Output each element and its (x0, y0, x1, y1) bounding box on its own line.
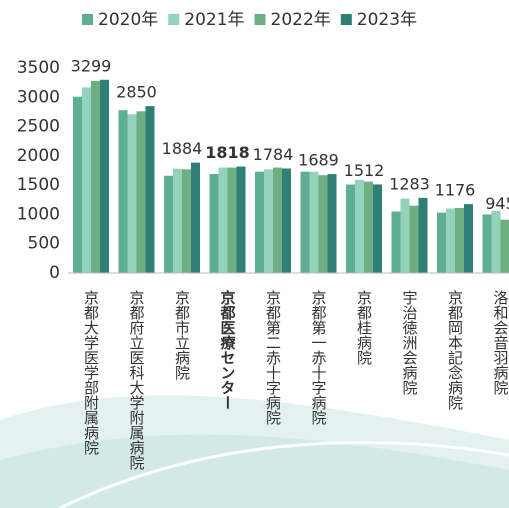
value-label: 3299 (71, 56, 112, 75)
bar (146, 106, 155, 273)
x-tick-label: 洛和会音羽病院 (492, 290, 509, 396)
legend-label: 2023年 (357, 10, 417, 30)
x-tick-label: 京都第一赤十字病院 (310, 290, 328, 426)
bar (255, 172, 264, 273)
bar (501, 220, 509, 273)
bar (210, 174, 219, 273)
value-label: 1784 (253, 145, 294, 164)
bar (310, 172, 319, 273)
x-tick-label: 京都府立医科大学附属病院 (128, 290, 146, 471)
bar (319, 175, 328, 273)
legend-label: 2022年 (271, 10, 331, 30)
x-tick-label: 京都桂病院 (355, 290, 373, 366)
bar (100, 80, 109, 273)
y-tick-label: 0 (49, 263, 60, 283)
bar (373, 184, 382, 273)
value-label: 1283 (389, 174, 430, 193)
value-label: 1512 (344, 161, 385, 180)
bar (273, 168, 282, 273)
bar (264, 169, 273, 273)
value-label: 1884 (162, 139, 203, 158)
bar (346, 185, 355, 273)
value-label: 1689 (298, 151, 339, 170)
legend-swatch (341, 14, 352, 25)
bar (191, 163, 200, 273)
bar (82, 87, 91, 273)
y-tick-label: 2500 (17, 117, 60, 137)
bar (182, 169, 191, 273)
y-tick-label: 3500 (17, 58, 60, 78)
bar (401, 199, 410, 273)
y-tick-label: 3000 (17, 87, 60, 107)
bar (173, 169, 182, 273)
bar (355, 180, 364, 273)
value-label: 945 (485, 194, 509, 213)
y-tick-label: 1000 (17, 204, 60, 224)
x-tick-label: 京都医療センター (219, 289, 237, 410)
y-tick-label: 1500 (17, 175, 60, 195)
y-tick-label: 500 (28, 234, 60, 254)
bar (464, 204, 473, 273)
bar (91, 81, 100, 273)
value-label: 1818 (205, 143, 250, 162)
value-label: 1176 (435, 181, 476, 200)
bar (119, 110, 128, 273)
bar (419, 198, 428, 273)
bar (128, 114, 137, 273)
legend-label: 2020年 (98, 10, 158, 30)
bar (328, 174, 337, 273)
bar (73, 97, 82, 273)
bar (137, 111, 146, 273)
bar (219, 168, 228, 273)
x-tick-label: 京都市立病院 (173, 290, 191, 381)
x-tick-label: 京都第二赤十字病院 (264, 290, 282, 426)
bar (437, 213, 446, 273)
bar (301, 172, 310, 273)
bar (446, 209, 455, 273)
bar (237, 167, 246, 273)
chart: 0 500 1000 1500 2000 2500 3000 3500 2020年 2021年 20… (0, 0, 509, 508)
value-label: 2850 (116, 83, 157, 102)
legend-swatch (255, 14, 266, 25)
legend-swatch (168, 14, 179, 25)
bar (282, 169, 291, 273)
bar (483, 214, 492, 273)
bar (492, 211, 501, 273)
bar (455, 208, 464, 273)
bar (164, 176, 173, 273)
x-tick-label: 京都岡本記念病院 (446, 290, 464, 411)
bar (228, 168, 237, 273)
bar (392, 212, 401, 274)
bar (364, 182, 373, 273)
legend-swatch (82, 14, 93, 25)
bar (410, 206, 419, 273)
x-tick-label: 京都大学医学部附属病院 (82, 290, 100, 456)
y-tick-label: 2000 (17, 146, 60, 166)
legend-label: 2021年 (184, 10, 244, 30)
x-tick-label: 宇治徳洲会病院 (401, 290, 419, 396)
